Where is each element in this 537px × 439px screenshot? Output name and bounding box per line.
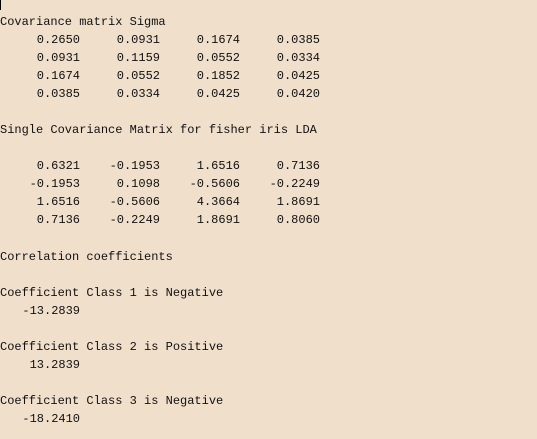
- sigma-cell: 0.0931: [116, 33, 160, 47]
- sigma-cell: 0.0552: [116, 69, 160, 83]
- lda-cell: 1.8691: [196, 213, 240, 227]
- sigma-cell: 0.0931: [36, 51, 80, 65]
- sigma-cell: 0.1674: [36, 69, 80, 83]
- sigma-cell: 0.0334: [276, 51, 320, 65]
- text-cursor: [0, 0, 1, 10]
- lda-cell: 0.6321: [36, 159, 80, 173]
- lda-cell: -0.5606: [109, 195, 160, 209]
- coefficient-class-1-label: Coefficient Class 1 is Negative: [0, 286, 224, 300]
- lda-cell: 4.3664: [196, 195, 240, 209]
- lda-cell: -0.5606: [189, 177, 240, 191]
- coefficient-class-3-label: Coefficient Class 3 is Negative: [0, 394, 224, 408]
- lda-cell: 1.6516: [36, 195, 80, 209]
- sigma-cell: 0.0420: [276, 87, 320, 101]
- lda-cell: 0.8060: [276, 213, 320, 227]
- correlation-heading: Correlation coefficients: [0, 250, 173, 264]
- sigma-heading: Covariance matrix Sigma: [0, 15, 166, 29]
- coefficient-class-3-value: -18.2410: [22, 412, 80, 426]
- lda-cell: 0.7136: [36, 213, 80, 227]
- coefficient-class-1-value: -13.2839: [22, 304, 80, 318]
- lda-cell: 1.8691: [276, 195, 320, 209]
- lda-cell: -0.1953: [29, 177, 80, 191]
- sigma-cell: 0.0385: [36, 87, 80, 101]
- sigma-cell: 0.2650: [36, 33, 80, 47]
- coefficient-class-2-label: Coefficient Class 2 is Positive: [0, 340, 224, 354]
- sigma-cell: 0.1159: [116, 51, 160, 65]
- lda-cell: -0.2249: [109, 213, 160, 227]
- sigma-cell: 0.0425: [276, 69, 320, 83]
- lda-cell: -0.1953: [109, 159, 160, 173]
- sigma-cell: 0.1852: [196, 69, 240, 83]
- lda-cell: 0.1098: [116, 177, 160, 191]
- lda-heading: Single Covariance Matrix for fisher iris…: [0, 123, 317, 137]
- sigma-cell: 0.0385: [276, 33, 320, 47]
- sigma-cell: 0.0425: [196, 87, 240, 101]
- coefficient-class-2-value: 13.2839: [29, 358, 80, 372]
- lda-cell: 0.7136: [276, 159, 320, 173]
- lda-cell: 1.6516: [196, 159, 240, 173]
- sigma-cell: 0.0552: [196, 51, 240, 65]
- sigma-cell: 0.1674: [196, 33, 240, 47]
- lda-cell: -0.2249: [269, 177, 320, 191]
- sigma-cell: 0.0334: [116, 87, 160, 101]
